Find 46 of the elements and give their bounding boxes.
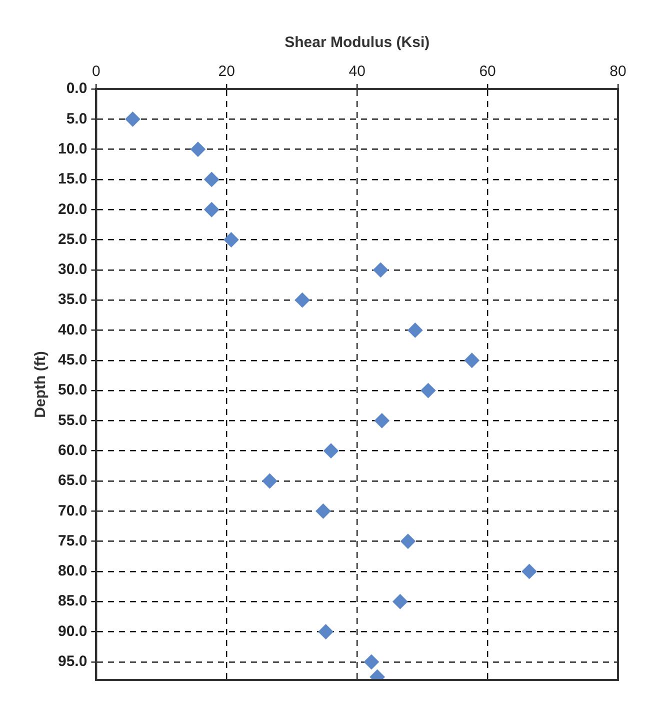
y-tick-label: 50.0	[58, 382, 88, 399]
point	[190, 142, 206, 157]
point	[324, 443, 339, 458]
point	[408, 322, 423, 338]
point	[374, 413, 390, 428]
y-tick-label: 75.0	[58, 532, 88, 550]
x-tick-label: 20	[218, 63, 235, 80]
y-tick-label: 10.0	[58, 140, 88, 158]
y-tick-label: 20.0	[58, 200, 88, 218]
y-tick-label: 85.0	[58, 592, 88, 610]
y-tick-label: 60.0	[58, 442, 88, 459]
y-tick-label: 0.0	[66, 80, 88, 98]
x-axis-title: Shear Modulus (Ksi)	[284, 34, 430, 52]
y-tick-label: 55.0	[58, 412, 88, 429]
y-tick-label: 45.0	[58, 352, 88, 369]
x-tick-label: 60	[479, 63, 496, 80]
point	[373, 262, 388, 278]
point	[204, 202, 220, 218]
y-tick-label: 15.0	[58, 170, 88, 188]
point	[420, 383, 436, 398]
point	[392, 594, 408, 610]
point	[224, 232, 239, 248]
point	[316, 504, 331, 519]
y-tick-label: 25.0	[58, 230, 88, 248]
point	[262, 473, 278, 488]
point	[318, 624, 334, 640]
point	[464, 352, 480, 368]
point	[400, 534, 416, 549]
point	[125, 112, 140, 127]
point	[522, 564, 537, 579]
x-tick-label: 40	[348, 63, 366, 80]
y-tick-label: 40.0	[58, 321, 88, 338]
y-tick-label: 35.0	[58, 291, 88, 308]
y-tick-label: 90.0	[58, 622, 88, 640]
x-tick-label: 0	[92, 63, 100, 80]
y-tick-label: 65.0	[58, 472, 88, 490]
y-tick-label: 70.0	[58, 502, 88, 520]
y-tick-label: 95.0	[58, 653, 88, 670]
point	[204, 172, 220, 187]
point	[364, 654, 379, 670]
y-tick-label: 30.0	[58, 261, 88, 278]
y-tick-label: 5.0	[66, 110, 88, 128]
point	[294, 292, 310, 308]
y-tick-label: 80.0	[58, 562, 88, 580]
x-tick-label: 80	[610, 63, 626, 80]
y-axis-title: Depth (ft)	[32, 351, 50, 418]
